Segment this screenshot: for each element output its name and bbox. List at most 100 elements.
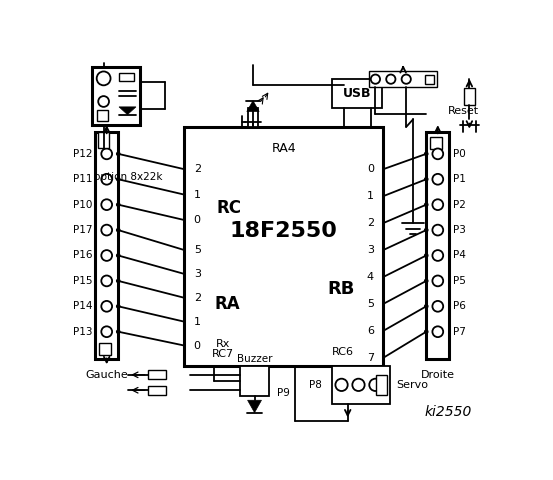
Circle shape bbox=[101, 301, 112, 312]
Bar bbox=[97, 110, 108, 121]
Circle shape bbox=[424, 329, 429, 334]
Circle shape bbox=[432, 326, 443, 337]
Text: RA: RA bbox=[214, 295, 239, 313]
Text: P17: P17 bbox=[72, 225, 92, 235]
Text: RC6: RC6 bbox=[332, 347, 354, 357]
Circle shape bbox=[97, 72, 111, 85]
Text: Servo: Servo bbox=[396, 380, 428, 390]
Text: 0: 0 bbox=[367, 164, 374, 174]
Circle shape bbox=[101, 326, 112, 337]
Text: Reset: Reset bbox=[448, 107, 479, 117]
Circle shape bbox=[424, 228, 429, 232]
Circle shape bbox=[401, 74, 411, 84]
Text: P12: P12 bbox=[72, 149, 92, 159]
Circle shape bbox=[432, 250, 443, 261]
Text: P10: P10 bbox=[72, 200, 92, 210]
Text: P9: P9 bbox=[276, 387, 289, 397]
Bar bbox=[376, 375, 387, 395]
Bar bbox=[369, 72, 437, 87]
Bar bbox=[332, 366, 390, 404]
Polygon shape bbox=[247, 101, 259, 111]
Circle shape bbox=[116, 278, 121, 283]
Bar bbox=[332, 79, 382, 108]
Text: P4: P4 bbox=[453, 251, 466, 261]
Bar bbox=[148, 370, 166, 380]
Circle shape bbox=[98, 96, 109, 107]
Circle shape bbox=[101, 225, 112, 236]
Polygon shape bbox=[248, 400, 262, 413]
Circle shape bbox=[116, 253, 121, 258]
Text: Rx: Rx bbox=[216, 339, 230, 349]
Circle shape bbox=[424, 152, 429, 156]
Text: P15: P15 bbox=[72, 276, 92, 286]
Text: P6: P6 bbox=[453, 301, 466, 312]
Text: 2: 2 bbox=[194, 293, 201, 303]
Circle shape bbox=[432, 174, 443, 185]
Bar bbox=[240, 366, 269, 396]
Circle shape bbox=[432, 301, 443, 312]
Text: Droite: Droite bbox=[421, 370, 455, 380]
Text: 0: 0 bbox=[194, 215, 201, 225]
Bar bbox=[92, 67, 140, 125]
Circle shape bbox=[424, 278, 429, 283]
Circle shape bbox=[424, 177, 429, 181]
Text: P1: P1 bbox=[453, 174, 466, 184]
Circle shape bbox=[101, 174, 112, 185]
Text: RC7: RC7 bbox=[212, 349, 234, 359]
Text: Gauche: Gauche bbox=[85, 370, 128, 380]
Text: 4: 4 bbox=[367, 272, 374, 282]
Circle shape bbox=[432, 199, 443, 210]
Circle shape bbox=[424, 304, 429, 309]
Circle shape bbox=[424, 203, 429, 207]
Bar bbox=[248, 108, 258, 127]
Bar bbox=[148, 385, 166, 395]
Text: P2: P2 bbox=[453, 200, 466, 210]
Circle shape bbox=[371, 74, 380, 84]
Bar bbox=[430, 137, 442, 149]
Circle shape bbox=[424, 253, 429, 258]
Text: P13: P13 bbox=[72, 327, 92, 337]
Text: 2: 2 bbox=[194, 164, 201, 174]
Circle shape bbox=[432, 225, 443, 236]
Text: P0: P0 bbox=[453, 149, 466, 159]
Circle shape bbox=[369, 379, 382, 391]
Circle shape bbox=[116, 329, 121, 334]
Text: RC: RC bbox=[217, 199, 242, 217]
Circle shape bbox=[432, 148, 443, 159]
Text: 2: 2 bbox=[367, 218, 374, 228]
Text: RA4: RA4 bbox=[272, 142, 296, 155]
Bar bbox=[426, 132, 450, 360]
Text: Buzzer: Buzzer bbox=[237, 354, 272, 364]
Text: 5: 5 bbox=[367, 299, 374, 309]
Circle shape bbox=[116, 304, 121, 309]
Circle shape bbox=[116, 228, 121, 232]
Circle shape bbox=[432, 276, 443, 286]
Circle shape bbox=[386, 74, 395, 84]
Circle shape bbox=[101, 199, 112, 210]
Bar bbox=[185, 127, 383, 366]
Circle shape bbox=[116, 203, 121, 207]
Bar bbox=[95, 132, 118, 360]
Text: ki2550: ki2550 bbox=[424, 405, 472, 419]
Circle shape bbox=[101, 276, 112, 286]
Text: 1: 1 bbox=[194, 317, 201, 327]
Text: P16: P16 bbox=[72, 251, 92, 261]
Text: 3: 3 bbox=[194, 269, 201, 279]
Bar bbox=[425, 74, 434, 84]
Text: 7: 7 bbox=[367, 353, 374, 363]
Text: RB: RB bbox=[327, 279, 354, 298]
Circle shape bbox=[101, 250, 112, 261]
Bar bbox=[119, 73, 134, 81]
Text: P7: P7 bbox=[453, 327, 466, 337]
Text: P14: P14 bbox=[72, 301, 92, 312]
Text: P8: P8 bbox=[309, 380, 322, 390]
Circle shape bbox=[335, 379, 348, 391]
Bar bbox=[464, 88, 475, 105]
Text: 5: 5 bbox=[194, 245, 201, 255]
Text: 6: 6 bbox=[367, 326, 374, 336]
Bar bbox=[98, 132, 109, 148]
Text: 0: 0 bbox=[194, 341, 201, 350]
Circle shape bbox=[101, 148, 112, 159]
Text: P5: P5 bbox=[453, 276, 466, 286]
Circle shape bbox=[116, 177, 121, 181]
